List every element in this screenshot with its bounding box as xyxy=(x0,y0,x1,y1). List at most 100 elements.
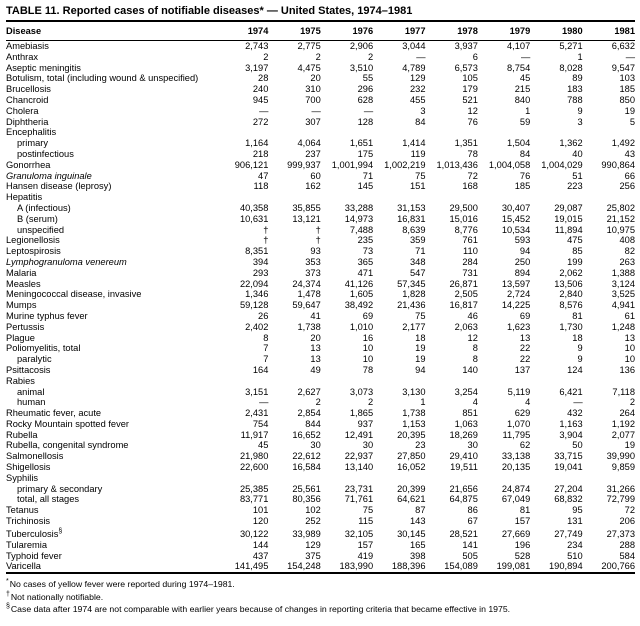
table-row: Tularemia 144 129 157 165 141 196 234 288 xyxy=(6,540,635,551)
row-label-text: Typhoid fever xyxy=(6,550,62,561)
table-body: Amebiasis 2,743 2,775 2,906 3,044 3,937 4,107 5… xyxy=(6,41,635,574)
table-row: Mumps 59,128 59,647 38,492 21,436 16,817 14,22… xyxy=(6,300,635,311)
cell-value: 30,145 xyxy=(397,528,426,539)
row-label-text: Leptospirosis xyxy=(6,246,61,257)
cell-value: 196 xyxy=(514,539,531,550)
row-label: postinfectious xyxy=(6,149,216,160)
row-label: Leptospirosis xyxy=(6,246,216,257)
table-row: B (serum) 10,631 13,121 14,973 16,831 15,016 1… xyxy=(6,214,635,225)
cell-value: 850 xyxy=(619,94,635,105)
cell-value: 218 xyxy=(252,148,269,159)
cell-value: 398 xyxy=(409,550,426,561)
table-row: total, all stages 83,771 80,356 71,761 64,62… xyxy=(6,494,635,505)
cell-value: 28 xyxy=(258,73,269,84)
cell-value: 73 xyxy=(362,246,374,257)
cell-value: — xyxy=(311,105,321,116)
cell-value xyxy=(268,192,320,203)
cell-value: 16 xyxy=(362,332,374,343)
table-row: Granuloma inguinale 47 60 71 75 72 76 51 66 xyxy=(6,171,635,182)
footnote-text: No cases of yellow fever were reported d… xyxy=(9,579,235,590)
cell-value: 35,855 xyxy=(292,202,321,213)
cell-value: 293 xyxy=(252,267,269,278)
row-label: Gonorrhea xyxy=(6,160,216,171)
cell-value xyxy=(216,376,268,387)
cell-value xyxy=(216,192,268,203)
cell-value xyxy=(426,376,478,387)
row-label-text: Gonorrhea xyxy=(6,159,51,170)
cell-value: 39,990 xyxy=(606,451,635,462)
cell-value: 394 xyxy=(252,256,269,267)
row-label-text: animal xyxy=(17,386,45,397)
cell-value: 1,605 xyxy=(349,289,374,300)
footnote-text: Not nationally notifiable. xyxy=(10,591,104,602)
cell-value: 41 xyxy=(310,310,321,321)
cell-value: 13 xyxy=(310,354,321,365)
cell-value xyxy=(478,376,530,387)
cell-value: 29,410 xyxy=(449,451,478,462)
cell-value: 10 xyxy=(362,343,374,354)
cell-value: 188,396 xyxy=(391,561,426,572)
cell-value: 69 xyxy=(519,310,531,321)
row-label-text: Lymphogranuloma venereum xyxy=(6,256,127,267)
cell-value: 95 xyxy=(572,505,583,516)
row-group-label: Syphilis xyxy=(6,473,216,484)
row-label-text: B (serum) xyxy=(17,213,58,224)
row-label-text: Legionellosis xyxy=(6,235,60,246)
cell-value: 521 xyxy=(462,94,478,105)
table-row: Botulism, total (including wound & unspe… xyxy=(6,73,635,84)
cell-value: 200,766 xyxy=(601,561,635,572)
row-label-text: Tetanus xyxy=(6,505,39,516)
cell-value: — xyxy=(520,51,531,62)
cell-value xyxy=(268,376,320,387)
table-row: primary 1,164 4,064 1,651 1,414 1,351 1,504 1,3… xyxy=(6,138,635,149)
cell-value: 76 xyxy=(467,116,478,127)
cell-value: 49 xyxy=(310,364,321,375)
cell-value: 851 xyxy=(462,408,478,419)
cell-value: 3 xyxy=(420,105,426,116)
cell-value: 15,452 xyxy=(501,213,531,224)
cell-value: 754 xyxy=(252,418,269,429)
cell-value: 151 xyxy=(409,181,426,192)
row-label: Brucellosis xyxy=(6,84,216,95)
cell-value: 4,941 xyxy=(611,300,635,311)
cell-value: 547 xyxy=(409,267,426,278)
cell-value: 10,975 xyxy=(606,224,635,235)
cell-value: 183,990 xyxy=(339,561,374,572)
cell-value: 33,715 xyxy=(554,451,583,462)
cell-value: 67 xyxy=(467,516,478,527)
row-label-text: human xyxy=(17,397,46,408)
cell-value: 1,623 xyxy=(506,321,531,332)
table-row: Encephalitis xyxy=(6,127,635,138)
cell-value: 2,505 xyxy=(454,289,478,300)
cell-value: 157 xyxy=(357,539,374,550)
cell-value: 85 xyxy=(572,246,583,257)
cell-value: 2,627 xyxy=(297,386,321,397)
row-label-text: Rubella xyxy=(6,429,38,440)
cell-value: 22 xyxy=(519,343,531,354)
cell-value: 143 xyxy=(409,516,426,527)
row-label: B (serum) xyxy=(6,214,216,225)
cell-value: 2,177 xyxy=(402,321,426,332)
cell-value: 20 xyxy=(310,332,321,343)
table-row: Typhoid fever 437 375 419 398 505 528 510 584 xyxy=(6,551,635,562)
cell-value: 365 xyxy=(357,256,374,267)
cell-value xyxy=(583,376,635,387)
cell-value: 120 xyxy=(252,516,269,527)
cell-value: 584 xyxy=(619,550,635,561)
table-row: Tetanus 101 102 75 87 86 81 95 72 xyxy=(6,505,635,516)
cell-value: 1,651 xyxy=(349,138,374,149)
row-label: Mumps xyxy=(6,300,216,311)
cell-value: 5 xyxy=(629,116,635,127)
cell-value: 30 xyxy=(362,440,374,451)
cell-value: 1,013,436 xyxy=(436,159,478,170)
cell-value: 141 xyxy=(462,539,478,550)
cell-value: 628 xyxy=(357,94,374,105)
cell-value: 1 xyxy=(525,105,531,116)
cell-value: 27,749 xyxy=(554,528,583,539)
row-label-text: Granuloma inguinale xyxy=(6,170,92,181)
cell-value: 45 xyxy=(258,440,269,451)
cell-value xyxy=(583,127,635,138)
cell-value: 19,041 xyxy=(554,462,583,473)
table-row: Gonorrhea 906,121 999,937 1,001,994 1,002,21… xyxy=(6,160,635,171)
row-label: Poliomyelitis, total xyxy=(6,343,216,354)
